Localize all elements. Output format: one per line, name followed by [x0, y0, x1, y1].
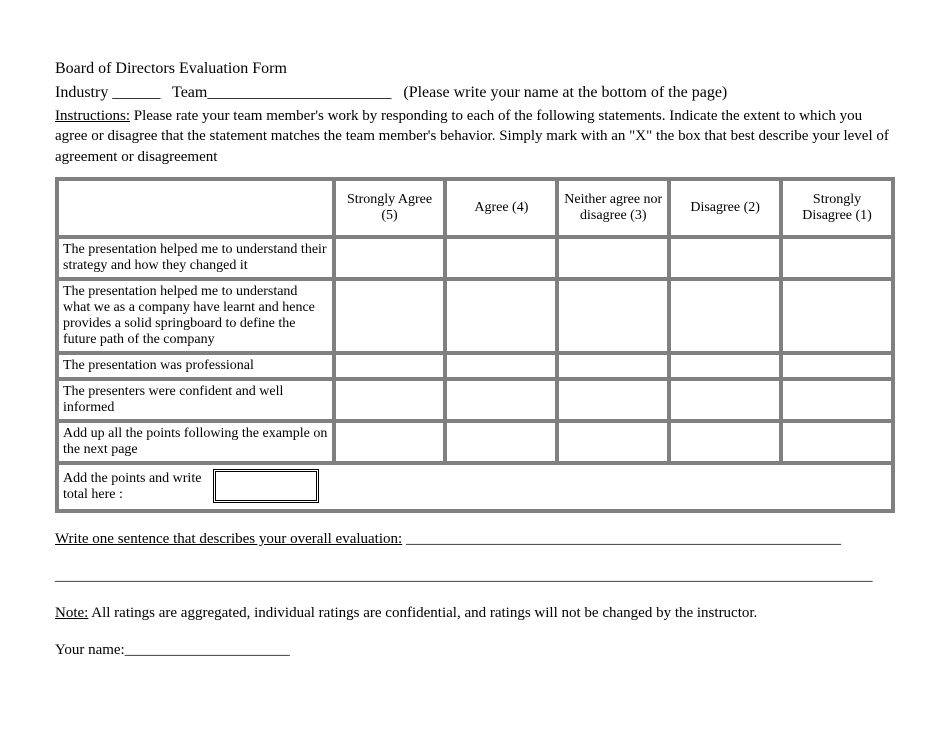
total-label: Add the points and write total here :: [63, 469, 203, 503]
rating-cell[interactable]: [446, 238, 556, 278]
header-paren-note: (Please write your name at the bottom of…: [403, 84, 727, 101]
rating-cell[interactable]: [335, 354, 445, 378]
note-text: All ratings are aggregated, individual r…: [88, 605, 757, 621]
rating-cell[interactable]: [782, 238, 892, 278]
statement-cell: The presentation was professional: [58, 354, 333, 378]
team-label: Team: [172, 84, 207, 101]
rating-cell[interactable]: [558, 380, 668, 420]
sentence-blank[interactable]: ________________________________________…: [402, 531, 841, 547]
rating-cell[interactable]: [335, 238, 445, 278]
statement-cell: The presenters were confident and well i…: [58, 380, 333, 420]
total-box[interactable]: [213, 469, 319, 503]
table-row: The presenters were confident and well i…: [58, 380, 892, 420]
rating-cell[interactable]: [558, 354, 668, 378]
statement-cell: The presentation helped me to understand…: [58, 238, 333, 278]
table-row: Add up all the points following the exam…: [58, 422, 892, 462]
rating-cell[interactable]: [558, 280, 668, 352]
rating-cell[interactable]: [670, 280, 780, 352]
sentence-prompt-line: Write one sentence that describes your o…: [55, 531, 895, 548]
statement-cell: Add up all the points following the exam…: [58, 422, 333, 462]
rating-cell[interactable]: [446, 354, 556, 378]
rating-cell[interactable]: [446, 422, 556, 462]
rating-cell[interactable]: [670, 238, 780, 278]
table-total-row: Add the points and write total here :: [58, 464, 892, 510]
long-blank-line[interactable]: ________________________________________…: [55, 568, 895, 585]
header-blank-cell: [58, 180, 333, 236]
note-label: Note:: [55, 605, 88, 621]
sentence-prompt: Write one sentence that describes your o…: [55, 531, 402, 547]
col-header: Strongly Agree (5): [335, 180, 445, 236]
instructions-label: Instructions:: [55, 108, 130, 124]
rating-cell[interactable]: [446, 380, 556, 420]
name-blank[interactable]: ______________________: [125, 642, 290, 658]
rating-cell[interactable]: [670, 354, 780, 378]
rating-cell[interactable]: [446, 280, 556, 352]
header-line: Industry ______ Team____________________…: [55, 84, 895, 102]
industry-label: Industry: [55, 84, 108, 101]
table-row: The presentation helped me to understand…: [58, 280, 892, 352]
rating-cell[interactable]: [558, 238, 668, 278]
instructions-text: Please rate your team member's work by r…: [55, 108, 889, 165]
industry-blank[interactable]: ______: [112, 84, 160, 101]
your-name-label: Your name:: [55, 642, 125, 658]
rating-cell[interactable]: [335, 280, 445, 352]
col-header: Agree (4): [446, 180, 556, 236]
rating-cell[interactable]: [782, 280, 892, 352]
rating-cell[interactable]: [782, 422, 892, 462]
col-header: Neither agree nor disagree (3): [558, 180, 668, 236]
statement-cell: The presentation helped me to understand…: [58, 280, 333, 352]
rating-cell[interactable]: [558, 422, 668, 462]
note-line: Note: All ratings are aggregated, indivi…: [55, 605, 895, 622]
rating-cell[interactable]: [670, 422, 780, 462]
table-row: The presentation helped me to understand…: [58, 238, 892, 278]
col-header: Disagree (2): [670, 180, 780, 236]
rating-cell[interactable]: [335, 422, 445, 462]
rating-cell[interactable]: [335, 380, 445, 420]
instructions-block: Instructions: Please rate your team memb…: [55, 106, 895, 167]
table-header-row: Strongly Agree (5) Agree (4) Neither agr…: [58, 180, 892, 236]
rating-cell[interactable]: [782, 354, 892, 378]
team-blank[interactable]: _______________________: [207, 84, 391, 101]
evaluation-table: Strongly Agree (5) Agree (4) Neither agr…: [55, 177, 895, 513]
rating-cell[interactable]: [782, 380, 892, 420]
name-line: Your name:______________________: [55, 642, 895, 659]
table-row: The presentation was professional: [58, 354, 892, 378]
form-title: Board of Directors Evaluation Form: [55, 60, 895, 78]
col-header: Strongly Disagree (1): [782, 180, 892, 236]
total-cell: Add the points and write total here :: [58, 464, 892, 510]
rating-cell[interactable]: [670, 380, 780, 420]
